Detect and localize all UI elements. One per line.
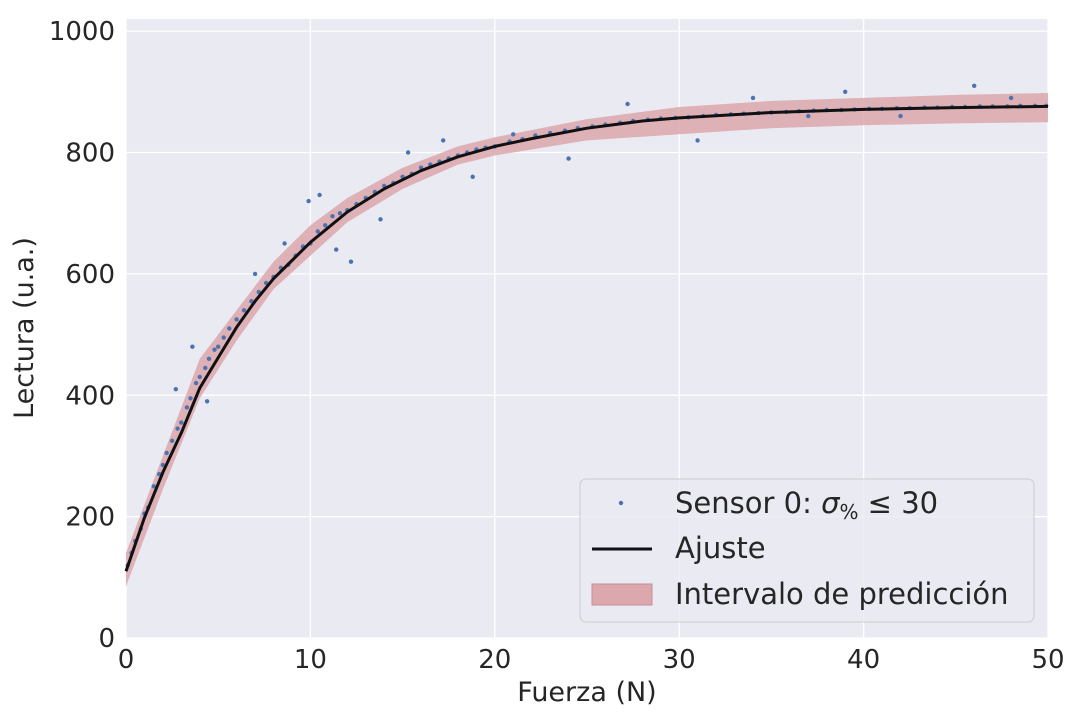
sensor-point (282, 241, 287, 246)
sensor-point (317, 192, 322, 198)
x-tick-label: 40 (847, 645, 880, 675)
sensor-point (179, 420, 184, 425)
sensor-point (806, 113, 811, 119)
legend-marker-band (591, 583, 653, 606)
legend-box (579, 478, 1035, 623)
sensor-point (241, 308, 247, 313)
sensor-point (566, 156, 571, 161)
sensor-point (197, 374, 202, 380)
sensor-point (190, 344, 195, 349)
sensor-point (330, 214, 335, 219)
sensor-point (234, 317, 239, 322)
y-tick-label: 200 (65, 503, 115, 533)
sensor-point (843, 89, 848, 95)
prediction-band-layer (126, 93, 1048, 587)
grid (125, 19, 1049, 639)
sensor-point (511, 132, 516, 137)
y-tick-label: 600 (65, 260, 115, 290)
sensor-point (252, 271, 258, 277)
y-tick-label: 800 (65, 139, 115, 169)
x-tick-labels: 0 10 20 30 40 50 (118, 645, 1065, 675)
legend-marker-points (618, 500, 624, 506)
legend-sensor-sigma: σ (821, 486, 841, 520)
sensor-point (1008, 95, 1014, 101)
sensor-point (378, 217, 383, 222)
sensor-point (164, 450, 169, 456)
x-tick-label: 50 (1031, 645, 1064, 675)
sensor-point (151, 484, 156, 489)
fit-line (124, 104, 1049, 572)
legend: Sensor 0: σ% ≤ 30 Ajuste Intervalo de pr… (579, 478, 1035, 623)
sensor-point (306, 198, 311, 204)
sensor-point (334, 247, 339, 252)
sensor-point (625, 101, 630, 107)
fit-line-layer (124, 104, 1049, 572)
prediction-band (126, 93, 1048, 587)
sensor-point (160, 462, 166, 468)
sensor-point (212, 347, 217, 352)
x-tick-label: 10 (294, 645, 327, 675)
sensor-point (175, 426, 180, 431)
y-axis-label: Lectura (u.a.) (9, 237, 40, 419)
sensor-point (405, 150, 411, 155)
sensor-point (169, 438, 175, 443)
sensor-point (173, 387, 178, 392)
legend-sensor-sub: % (839, 500, 858, 524)
legend-label-ajuste: Ajuste (675, 531, 766, 565)
sensor-point (972, 83, 977, 89)
legend-sensor-rest: ≤ 30 (858, 486, 938, 520)
x-axis-label: Fuerza (N) (517, 677, 656, 708)
y-tick-label: 0 (98, 624, 115, 654)
sensor-point (221, 335, 226, 340)
sensor-point (348, 259, 354, 264)
legend-label-intervalo: Intervalo de predicción (675, 577, 1009, 611)
sensor-point (188, 396, 193, 401)
sensor-point (750, 95, 756, 101)
x-tick-label: 0 (118, 645, 135, 675)
x-tick-label: 30 (663, 645, 696, 675)
sensor-point (470, 174, 475, 179)
sensor-point (337, 211, 343, 216)
sensor-point (216, 344, 221, 349)
sensor-point (898, 113, 903, 119)
y-tick-label: 1000 (49, 17, 115, 47)
x-tick-label: 20 (478, 645, 511, 675)
legend-label-sensor: Sensor 0: σ% ≤ 30 (675, 486, 938, 524)
sensor-point (227, 326, 232, 331)
sensor-point (315, 229, 320, 234)
y-tick-labels: 0 200 400 600 800 1000 (49, 17, 115, 654)
sensor-point (193, 380, 199, 386)
y-tick-label: 400 (65, 381, 115, 411)
sensor-point (184, 405, 190, 410)
sensor-point (695, 138, 700, 143)
sensor-point (206, 356, 212, 361)
sensor-point (203, 365, 208, 371)
sensor-point (204, 399, 210, 404)
sensor-point (441, 138, 446, 143)
legend-sensor-main: Sensor 0: (675, 486, 821, 520)
sensor-point (323, 223, 328, 228)
